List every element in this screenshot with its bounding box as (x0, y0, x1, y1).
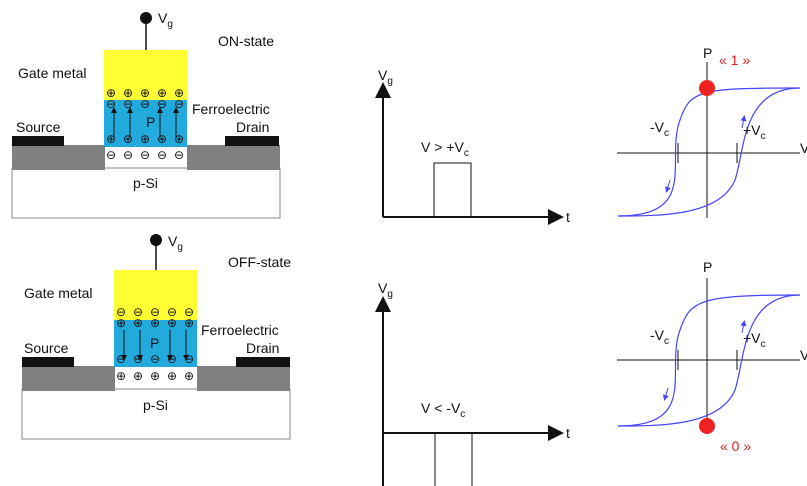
charge-symbol: ⊖ (116, 352, 126, 366)
pos-coercive-label: +Vc (743, 330, 766, 350)
polarization-label: P (146, 114, 155, 130)
source-label: Source (24, 340, 69, 356)
neg-coercive-label: -Vc (650, 119, 669, 139)
gate-terminal-icon (140, 12, 152, 24)
drain-label: Drain (236, 119, 269, 135)
on-pulse-graph: Vg t V > +Vc (375, 67, 570, 225)
drain-oxide (197, 366, 290, 391)
charge-symbol: ⊖ (174, 97, 184, 111)
drain-contact (225, 136, 279, 146)
pulse-label: V > +Vc (421, 139, 469, 159)
source-contact (12, 136, 64, 146)
pulse-y-axis-label: Vg (378, 67, 393, 87)
charge-symbol: ⊕ (123, 86, 133, 100)
charge-symbol: ⊕ (116, 369, 126, 383)
charge-symbol: ⊕ (140, 86, 150, 100)
charge-symbol: ⊕ (157, 86, 167, 100)
source-contact (22, 357, 74, 367)
gate-metal-block (114, 270, 197, 320)
polarization-label: P (150, 335, 159, 351)
charge-symbol: ⊖ (106, 148, 116, 162)
charge-symbol: ⊖ (133, 352, 143, 366)
source-oxide (22, 366, 115, 391)
substrate-block (21, 388, 291, 440)
substrate-label: p-Si (133, 175, 158, 191)
charge-symbol: ⊕ (140, 132, 150, 146)
charge-symbol: ⊕ (116, 316, 126, 330)
charge-symbol: ⊖ (140, 148, 150, 162)
charge-symbol: ⊕ (157, 132, 167, 146)
state-one-label: « 1 » (719, 52, 750, 68)
hyst-p-axis-label: P (703, 259, 712, 275)
state-label: OFF-state (228, 254, 291, 270)
charge-symbol: ⊕ (106, 86, 116, 100)
on-hysteresis-loop: P V -Vc +Vc « 1 » (617, 45, 807, 218)
source-oxide (12, 145, 105, 170)
gate-metal-label: Gate metal (18, 65, 86, 81)
charge-symbol: ⊕ (150, 316, 160, 330)
charge-symbol: ⊕ (133, 369, 143, 383)
charge-symbol: ⊖ (123, 97, 133, 111)
charge-symbol: ⊕ (167, 316, 177, 330)
state-label: ON-state (218, 33, 274, 49)
ferroelectric-label: Ferroelectric (192, 101, 270, 117)
charge-symbol: ⊕ (167, 369, 177, 383)
pulse-x-axis-label: t (566, 425, 570, 441)
charge-symbol: ⊖ (116, 305, 126, 319)
source-label: Source (16, 119, 61, 135)
charge-symbol: ⊕ (174, 132, 184, 146)
charge-symbol: ⊖ (133, 305, 143, 319)
pos-coercive-label: +Vc (743, 122, 766, 142)
charge-symbol: ⊖ (174, 148, 184, 162)
charge-symbol: ⊕ (106, 132, 116, 146)
pulse-x-axis-label: t (566, 209, 570, 225)
gate-terminal-label: Vg (158, 10, 173, 30)
charge-symbol: ⊖ (157, 97, 167, 111)
gate-metal-block (104, 50, 187, 100)
charge-symbol: ⊕ (123, 132, 133, 146)
on-state-device: Vg ON-state Gate metal Ferroelectric Sou… (11, 10, 281, 219)
charge-symbol: ⊕ (133, 316, 143, 330)
drain-contact (236, 357, 290, 367)
off-state-device: Vg OFF-state Gate metal Ferroelectric So… (21, 233, 291, 440)
pulse-label: V < -Vc (421, 400, 465, 420)
charge-symbol: ⊕ (174, 86, 184, 100)
hyst-v-axis-label: V (800, 140, 807, 156)
state-zero-marker (699, 418, 715, 434)
charge-symbol: ⊖ (167, 305, 177, 319)
charge-symbol: ⊖ (184, 305, 194, 319)
gate-terminal-icon (150, 234, 162, 246)
substrate-block (11, 167, 281, 219)
charge-symbol: ⊖ (106, 97, 116, 111)
substrate-label: p-Si (143, 397, 168, 413)
charge-symbol: ⊕ (184, 316, 194, 330)
charge-symbol: ⊖ (140, 97, 150, 111)
charge-symbol: ⊖ (167, 352, 177, 366)
state-zero-label: « 0 » (720, 438, 751, 454)
off-pulse-graph: Vg t V < -Vc (375, 280, 570, 486)
ferroelectric-label: Ferroelectric (201, 322, 279, 338)
charge-symbol: ⊕ (150, 369, 160, 383)
charge-symbol: ⊖ (184, 352, 194, 366)
charge-symbol: ⊖ (150, 305, 160, 319)
off-hysteresis-loop: P V -Vc +Vc « 0 » (617, 259, 807, 454)
gate-terminal-label: Vg (168, 233, 183, 253)
drain-oxide (187, 145, 280, 170)
neg-coercive-label: -Vc (650, 327, 669, 347)
gate-metal-label: Gate metal (24, 285, 92, 301)
charge-symbol: ⊖ (157, 148, 167, 162)
hyst-v-axis-label: V (800, 347, 807, 363)
pulse-y-axis-label: Vg (378, 280, 393, 300)
hyst-p-axis-label: P (703, 45, 712, 61)
charge-symbol: ⊕ (184, 369, 194, 383)
state-one-marker (699, 80, 715, 96)
charge-symbol: ⊖ (150, 352, 160, 366)
charge-symbol: ⊖ (123, 148, 133, 162)
drain-label: Drain (246, 340, 279, 356)
